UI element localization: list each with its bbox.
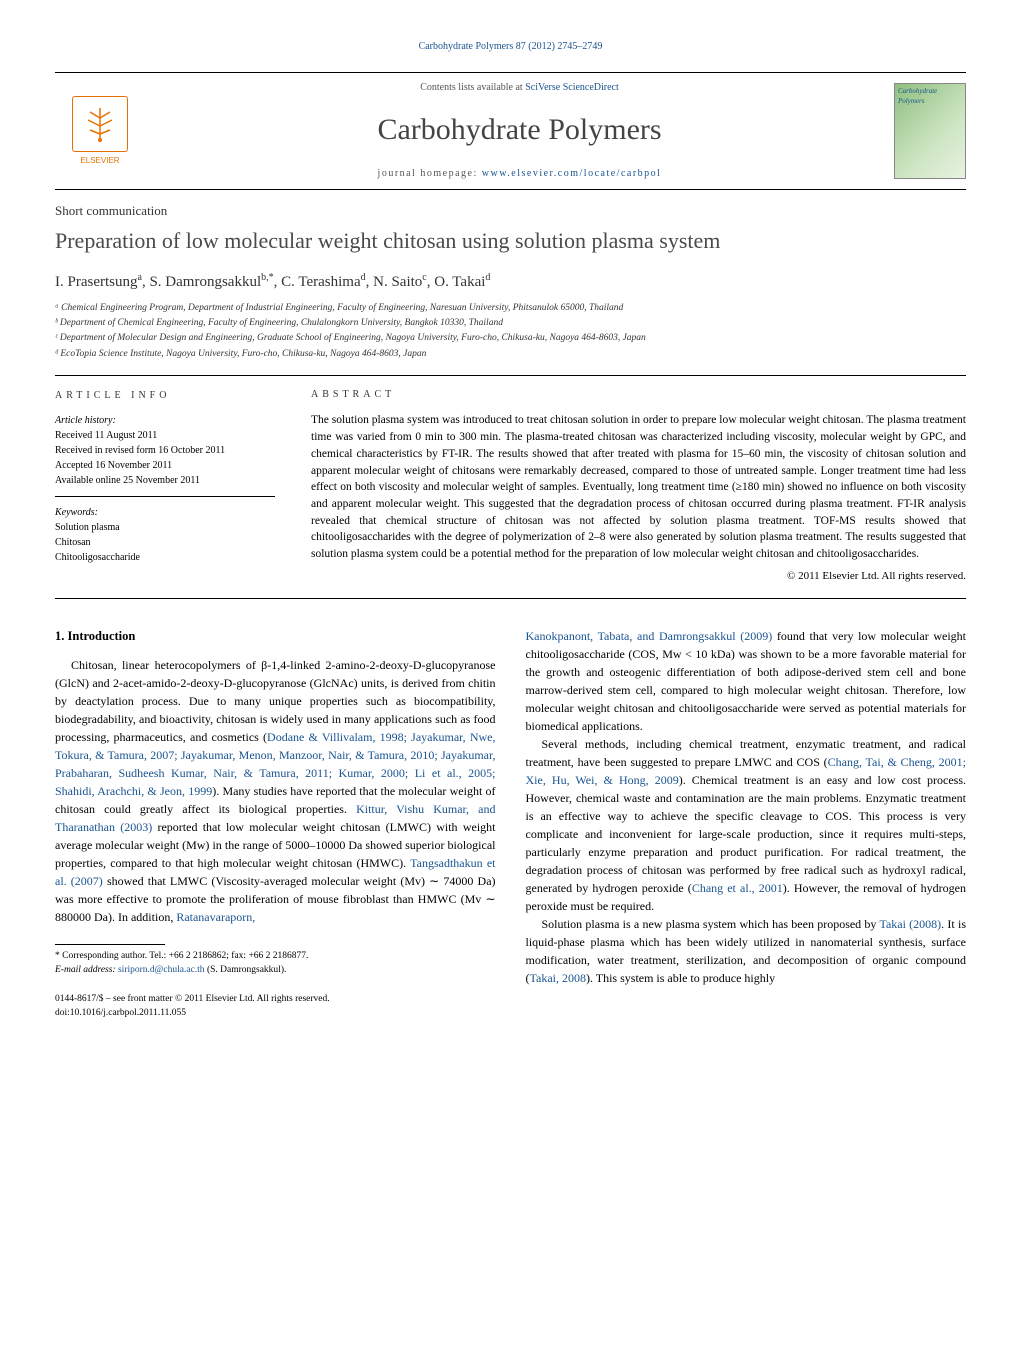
elsevier-logo: ELSEVIER <box>55 86 145 176</box>
intro-p2: Kanokpanont, Tabata, and Damrongsakkul (… <box>526 627 967 735</box>
affiliation-c: ᶜ Department of Molecular Design and Eng… <box>55 331 966 345</box>
email-label: E-mail address: <box>55 965 118 975</box>
ref-link-8[interactable]: Takai (2008) <box>879 917 941 931</box>
cover-text: Carbohydrate Polymers <box>898 87 937 105</box>
footnote-divider <box>55 944 165 945</box>
corresponding-line: * Corresponding author. Tel.: +66 2 2186… <box>55 949 496 963</box>
contents-label-pre: Contents lists available at <box>420 82 525 93</box>
abstract-copyright: © 2011 Elsevier Ltd. All rights reserved… <box>311 569 966 585</box>
journal-title: Carbohydrate Polymers <box>157 109 882 151</box>
p1d: showed that LMWC (Viscosity-averaged mol… <box>55 874 496 924</box>
corresponding-email[interactable]: siriporn.d@chula.ac.th <box>118 965 205 975</box>
ref-link-4[interactable]: Ratanavaraporn, <box>176 910 255 924</box>
homepage-label: journal homepage: <box>378 168 482 179</box>
intro-p1: Chitosan, linear heterocopolymers of β-1… <box>55 656 496 926</box>
author-4: O. Takaid <box>434 274 490 290</box>
ref-link-9[interactable]: Takai, 2008 <box>530 971 586 985</box>
homepage-line: journal homepage: www.elsevier.com/locat… <box>157 167 882 181</box>
info-abstract-row: ARTICLE INFO Article history: Received 1… <box>55 375 966 599</box>
article-info-col: ARTICLE INFO Article history: Received 1… <box>55 388 275 584</box>
keyword-1: Solution plasma <box>55 520 275 535</box>
doi-line: doi:10.1016/j.carbpol.2011.11.055 <box>55 1006 496 1020</box>
article-title: Preparation of low molecular weight chit… <box>55 226 966 257</box>
keywords-block: Keywords: Solution plasma Chitosan Chito… <box>55 505 275 565</box>
abstract-text: The solution plasma system was introduce… <box>311 412 966 562</box>
doi-block: 0144-8617/$ – see front matter © 2011 El… <box>55 992 496 1021</box>
info-label: ARTICLE INFO <box>55 388 275 403</box>
history-label: Article history: <box>55 413 275 428</box>
p2a: found that very low molecular weight chi… <box>526 629 967 733</box>
affiliation-b: ᵇ Department of Chemical Engineering, Fa… <box>55 316 966 330</box>
email-line: E-mail address: siriporn.d@chula.ac.th (… <box>55 963 496 977</box>
authors-line: I. Prasertsunga, S. Damrongsakkulb,*, C.… <box>55 271 966 293</box>
author-2: C. Terashimad <box>281 274 366 290</box>
contents-line: Contents lists available at SciVerse Sci… <box>157 81 882 95</box>
homepage-link[interactable]: www.elsevier.com/locate/carbpol <box>482 168 662 179</box>
abstract-label: ABSTRACT <box>311 388 966 403</box>
keywords-label: Keywords: <box>55 505 275 520</box>
keyword-2: Chitosan <box>55 535 275 550</box>
email-suffix: (S. Damrongsakkul). <box>205 965 287 975</box>
keyword-3: Chitooligosaccharide <box>55 550 275 565</box>
article-type: Short communication <box>55 202 966 220</box>
ref-link-7[interactable]: Chang et al., 2001 <box>692 881 783 895</box>
journal-header-bar: ELSEVIER Contents lists available at Sci… <box>55 72 966 190</box>
history-online: Available online 25 November 2011 <box>55 473 275 488</box>
journal-citation: Carbohydrate Polymers 87 (2012) 2745–274… <box>55 40 966 54</box>
intro-p3: Several methods, including chemical trea… <box>526 735 967 915</box>
intro-p4: Solution plasma is a new plasma system w… <box>526 915 967 987</box>
body-col-left: 1. Introduction Chitosan, linear heteroc… <box>55 627 496 1020</box>
p4c: ). This system is able to produce highly <box>586 971 775 985</box>
sciencedirect-link[interactable]: SciVerse ScienceDirect <box>525 82 619 93</box>
p3b: ). Chemical treatment is an easy and low… <box>526 773 967 895</box>
history-accepted: Accepted 16 November 2011 <box>55 458 275 473</box>
affiliations: ᵃ Chemical Engineering Program, Departme… <box>55 301 966 361</box>
issn-line: 0144-8617/$ – see front matter © 2011 El… <box>55 992 496 1006</box>
p4a: Solution plasma is a new plasma system w… <box>542 917 880 931</box>
body-col-right: Kanokpanont, Tabata, and Damrongsakkul (… <box>526 627 967 1020</box>
body-columns: 1. Introduction Chitosan, linear heteroc… <box>55 627 966 1020</box>
intro-heading: 1. Introduction <box>55 627 496 646</box>
article-history: Article history: Received 11 August 2011… <box>55 413 275 497</box>
history-received: Received 11 August 2011 <box>55 428 275 443</box>
header-center: Contents lists available at SciVerse Sci… <box>157 81 882 181</box>
ref-link-5[interactable]: Kanokpanont, Tabata, and Damrongsakkul (… <box>526 629 773 643</box>
elsevier-tree-icon <box>72 96 128 152</box>
author-1: S. Damrongsakkulb,* <box>149 274 273 290</box>
history-revised: Received in revised form 16 October 2011 <box>55 443 275 458</box>
corresponding-footnote: * Corresponding author. Tel.: +66 2 2186… <box>55 949 496 978</box>
journal-cover-thumb: Carbohydrate Polymers <box>894 83 966 179</box>
elsevier-label: ELSEVIER <box>80 155 119 166</box>
affiliation-d: ᵈ EcoTopia Science Institute, Nagoya Uni… <box>55 347 966 361</box>
abstract-col: ABSTRACT The solution plasma system was … <box>311 388 966 584</box>
affiliation-a: ᵃ Chemical Engineering Program, Departme… <box>55 301 966 315</box>
author-0: I. Prasertsunga <box>55 274 142 290</box>
author-3: N. Saitoc <box>373 274 427 290</box>
